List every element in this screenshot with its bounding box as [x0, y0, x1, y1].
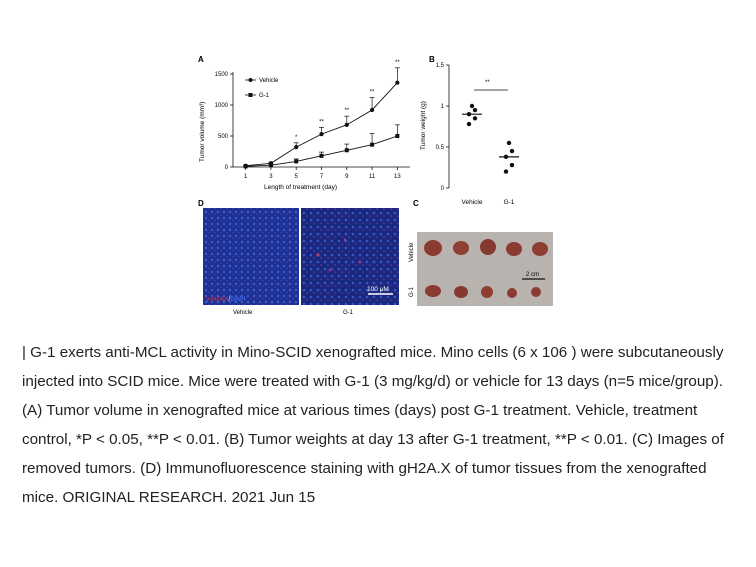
y-tick-label-1: 0.5 [436, 145, 445, 151]
y-tick-label-0: 0 [225, 165, 229, 171]
point-0-2 [466, 112, 472, 117]
stain-slash: / [228, 296, 230, 303]
photo-label-g1: G-1 [409, 286, 415, 297]
if-scale-label: 100 μM [367, 286, 389, 293]
x-tick-label-1: 3 [269, 174, 273, 180]
legend: Vehicle G-1 [245, 78, 279, 99]
significance-mark: ** [485, 80, 490, 86]
legend-marker-vehicle [248, 78, 253, 82]
point-0-4 [344, 122, 349, 127]
point-1-1 [268, 163, 273, 168]
tumor-g1-5 [531, 287, 541, 297]
photo-scale-label: 2 cm [526, 272, 539, 278]
point-1-2 [503, 154, 509, 160]
significance-bracket: ** [474, 80, 508, 91]
point-1-3 [509, 162, 515, 168]
y-tick-label-1: 500 [218, 134, 229, 140]
point-0-3 [472, 116, 478, 121]
x-axis-label: Length of treatment (day) [264, 184, 337, 191]
stain-legend: γ-H2AX/DAPI [206, 296, 246, 303]
point-1-6 [395, 134, 400, 138]
point-0-5 [369, 107, 375, 113]
point-1-3 [319, 153, 324, 158]
y-tick-label-3: 1500 [215, 72, 229, 78]
photo-label-vehicle: Vehicle [409, 242, 415, 262]
panel-letter-a: A [198, 55, 204, 64]
panel-b-scatter-chart: Tumor weight (g) ** 0 0.5 1 1.5 Vehicle G-1 [420, 63, 519, 206]
panel-a-line-chart: Tumor volume (mm³) Length of treatment (… [199, 60, 410, 191]
x-tick-label-3: 7 [320, 174, 324, 180]
x-tick-label-4: 9 [345, 174, 349, 180]
if-label-vehicle: Vehicle [233, 310, 253, 316]
stain-red-label: γ-H2AX [206, 296, 229, 303]
legend-label-vehicle: Vehicle [259, 78, 279, 84]
point-1-4 [344, 148, 349, 153]
significance-6: ** [395, 60, 400, 66]
category-label-1: G-1 [504, 199, 515, 206]
legend-label-g1: G-1 [259, 93, 270, 99]
figure: A Tumor volume (mm³) Length of treatment… [198, 55, 553, 316]
tumor-g1-2 [454, 286, 468, 298]
category-label-0: Vehicle [462, 199, 483, 206]
y-tick-label-2: 1000 [215, 103, 229, 109]
if-image-g1 [301, 208, 399, 305]
tumor-g1-4 [507, 288, 517, 298]
y-axis-label: Tumor weight (g) [420, 101, 427, 150]
panel-letter-d: D [198, 199, 204, 208]
tumor-vehicle-4 [506, 242, 522, 256]
point-1-4 [503, 169, 509, 174]
panel-letter-b: B [429, 55, 435, 64]
x-tick-label-5: 11 [369, 174, 376, 180]
tumor-photo: 2 cm [417, 232, 553, 306]
point-1-5 [370, 142, 375, 147]
x-tick-label-2: 5 [295, 174, 299, 180]
point-1-0 [243, 164, 248, 169]
if-label-g1: G-1 [343, 310, 354, 316]
significance-5: ** [370, 90, 375, 96]
point-0-6 [395, 80, 400, 85]
x-tick-label-0: 1 [244, 174, 248, 180]
if-image-vehicle [203, 208, 299, 305]
y-tick-label-0: 0 [441, 186, 445, 192]
point-0-2 [294, 145, 299, 150]
point-1-1 [509, 148, 515, 154]
x-tick-label-6: 13 [394, 174, 401, 180]
tumor-g1-3 [481, 286, 493, 298]
tumor-vehicle-2 [453, 241, 469, 255]
y-tick-label-2: 1 [441, 104, 445, 110]
point-1-2 [294, 159, 299, 164]
significance-3: ** [319, 119, 324, 125]
tumor-vehicle-1 [424, 240, 442, 256]
point-1-0 [506, 140, 512, 146]
significance-4: ** [344, 108, 349, 114]
stain-blue-label: DAPI [230, 296, 245, 303]
series-line-1 [245, 135, 398, 167]
tumor-vehicle-3 [480, 239, 496, 255]
legend-marker-g1 [248, 93, 253, 97]
tumor-g1-1 [425, 285, 441, 297]
panel-letter-c: C [413, 199, 419, 208]
point-0-3 [319, 132, 324, 137]
figure-caption: | G-1 exerts anti-MCL activity in Mino-S… [22, 344, 724, 506]
point-0-0 [469, 103, 475, 109]
point-0-1 [472, 107, 478, 113]
tumor-vehicle-5 [532, 242, 548, 256]
point-0-4 [466, 121, 472, 127]
y-tick-label-3: 1.5 [436, 63, 445, 69]
significance-2: * [295, 135, 298, 141]
y-axis-label: Tumor volume (mm³) [199, 102, 206, 162]
